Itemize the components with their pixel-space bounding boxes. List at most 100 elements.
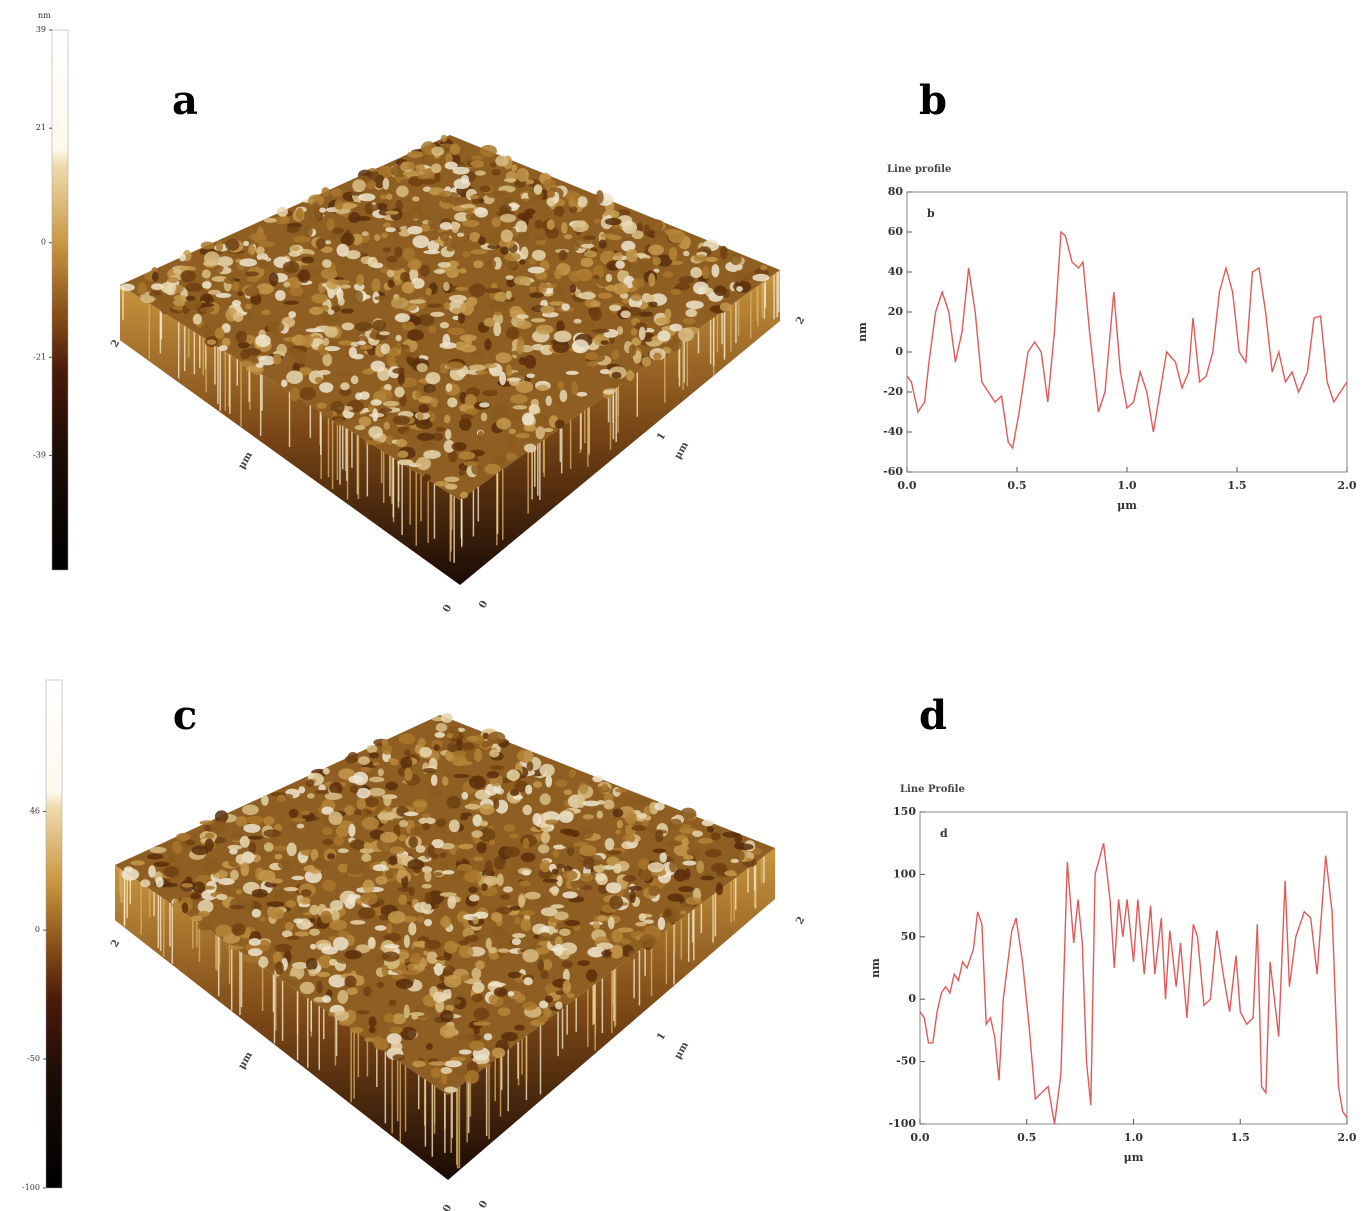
surface-texture — [318, 954, 333, 969]
surface-texture — [258, 939, 271, 952]
surface-texture — [277, 206, 288, 217]
chart-title: Line Profile — [900, 784, 965, 795]
surface-texture — [283, 281, 291, 288]
surface-texture — [284, 793, 294, 800]
surface-texture — [424, 891, 431, 905]
surface-texture — [606, 850, 622, 855]
surface-texture — [296, 823, 305, 829]
surface-texture — [273, 845, 291, 851]
surface-texture — [412, 1060, 426, 1068]
surface-texture — [225, 238, 240, 251]
surface-texture — [556, 875, 563, 887]
surface-texture — [392, 368, 405, 374]
surface-texture — [330, 188, 343, 198]
surface-texture — [267, 321, 285, 334]
surface-texture — [419, 746, 433, 758]
surface-texture — [622, 221, 637, 234]
surface-texture — [211, 276, 228, 282]
surface-texture — [449, 143, 461, 156]
surface-texture — [437, 261, 452, 268]
surface-texture — [243, 823, 261, 833]
surface-texture — [632, 261, 650, 274]
surface-texture — [444, 940, 458, 954]
surface-texture — [417, 738, 426, 747]
surface-texture — [579, 827, 594, 840]
surface-texture — [397, 866, 407, 879]
surface-texture — [423, 250, 440, 255]
surface-texture — [553, 943, 564, 957]
surface-texture — [385, 870, 395, 879]
surface-texture — [448, 285, 459, 292]
surface-texture — [307, 793, 315, 799]
surface-texture — [447, 327, 466, 335]
surface-texture — [522, 1001, 538, 1011]
surface-texture — [483, 1033, 493, 1041]
surface-texture — [288, 311, 297, 319]
surface-texture — [463, 461, 478, 467]
surface-texture — [255, 334, 271, 348]
surface-texture — [415, 456, 432, 471]
surface-texture — [616, 326, 624, 335]
surface-texture — [404, 429, 412, 436]
surface-texture — [648, 272, 656, 287]
surface-texture — [160, 281, 177, 294]
surface-texture — [372, 408, 379, 422]
surface-texture — [318, 369, 331, 376]
surface-texture — [515, 432, 531, 439]
surface-texture — [640, 869, 653, 881]
surface-texture — [511, 938, 522, 946]
surface-texture — [473, 1007, 489, 1021]
surface-texture — [334, 1010, 349, 1022]
surface-texture — [520, 246, 529, 260]
surface-texture — [605, 882, 622, 894]
x-tick-label: 1.0 — [1117, 479, 1136, 492]
surface-texture — [622, 833, 636, 843]
surface-texture — [537, 844, 550, 854]
surface-texture — [693, 254, 708, 262]
surface-texture — [344, 975, 357, 988]
surface-texture — [305, 328, 323, 333]
surface-texture — [421, 813, 431, 819]
axis-label: μm — [673, 1040, 692, 1061]
surface-texture — [371, 278, 381, 293]
surface-texture — [412, 196, 420, 202]
surface-texture — [321, 806, 334, 815]
surface-texture — [237, 291, 244, 296]
surface-texture — [523, 424, 537, 432]
profile-line — [906, 230, 1348, 450]
surface-texture — [337, 863, 350, 873]
surface-texture — [386, 269, 395, 278]
surface-texture — [379, 914, 390, 921]
surface-texture — [562, 840, 574, 848]
surface-texture — [455, 1067, 468, 1077]
surface-texture — [351, 233, 363, 246]
surface-texture — [439, 231, 450, 242]
surface-texture — [607, 235, 623, 241]
surface-texture — [447, 895, 457, 909]
surface-texture — [492, 312, 504, 326]
surface-texture — [214, 327, 225, 340]
surface-texture — [326, 853, 336, 860]
surface-texture — [680, 910, 687, 915]
surface-texture — [149, 846, 167, 854]
surface-texture — [473, 1026, 480, 1035]
surface-texture — [399, 211, 417, 221]
surface-texture — [378, 165, 394, 179]
surface-texture — [620, 310, 631, 319]
surface-texture — [427, 844, 435, 856]
surface-texture — [322, 879, 336, 892]
surface-texture — [283, 886, 299, 892]
surface-texture — [452, 166, 470, 175]
surface-texture — [359, 847, 374, 854]
surface-texture — [392, 415, 411, 426]
surface-texture — [336, 243, 349, 257]
surface-texture — [682, 860, 697, 866]
surface-texture — [247, 835, 263, 840]
surface-texture — [373, 1035, 384, 1050]
surface-texture — [583, 250, 598, 258]
surface-texture — [243, 240, 250, 247]
surface-texture — [518, 895, 526, 908]
surface-texture — [580, 243, 595, 249]
surface-texture — [683, 250, 690, 257]
surface-texture — [402, 170, 421, 177]
